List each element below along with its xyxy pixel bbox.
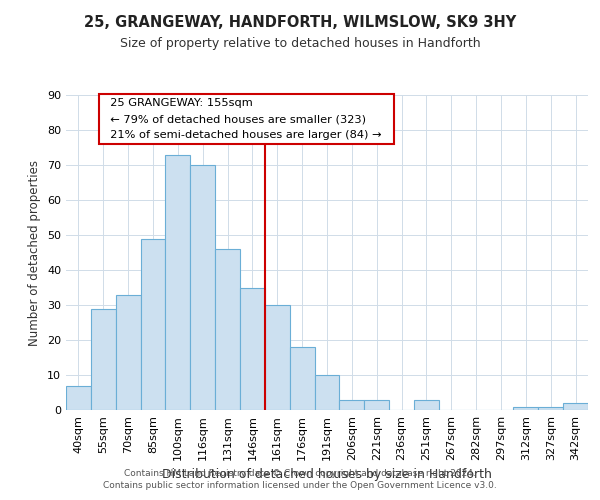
Bar [116, 294, 140, 410]
Bar [340, 400, 364, 410]
Bar [166, 154, 190, 410]
Bar [290, 347, 314, 410]
Bar [140, 238, 166, 410]
Y-axis label: Number of detached properties: Number of detached properties [28, 160, 41, 346]
Text: Contains HM Land Registry data © Crown copyright and database right 2024.
Contai: Contains HM Land Registry data © Crown c… [103, 468, 497, 490]
Bar [514, 406, 538, 410]
Bar [240, 288, 265, 410]
Bar [314, 375, 340, 410]
Bar [364, 400, 389, 410]
Text: 25 GRANGEWAY: 155sqm  
  ← 79% of detached houses are smaller (323)  
  21% of s: 25 GRANGEWAY: 155sqm ← 79% of detached h… [103, 98, 389, 140]
Bar [563, 403, 588, 410]
Bar [414, 400, 439, 410]
Bar [190, 165, 215, 410]
Text: Size of property relative to detached houses in Handforth: Size of property relative to detached ho… [119, 38, 481, 51]
X-axis label: Distribution of detached houses by size in Handforth: Distribution of detached houses by size … [162, 468, 492, 481]
Bar [265, 305, 290, 410]
Bar [538, 406, 563, 410]
Bar [66, 386, 91, 410]
Text: 25, GRANGEWAY, HANDFORTH, WILMSLOW, SK9 3HY: 25, GRANGEWAY, HANDFORTH, WILMSLOW, SK9 … [84, 15, 516, 30]
Bar [91, 308, 116, 410]
Bar [215, 249, 240, 410]
